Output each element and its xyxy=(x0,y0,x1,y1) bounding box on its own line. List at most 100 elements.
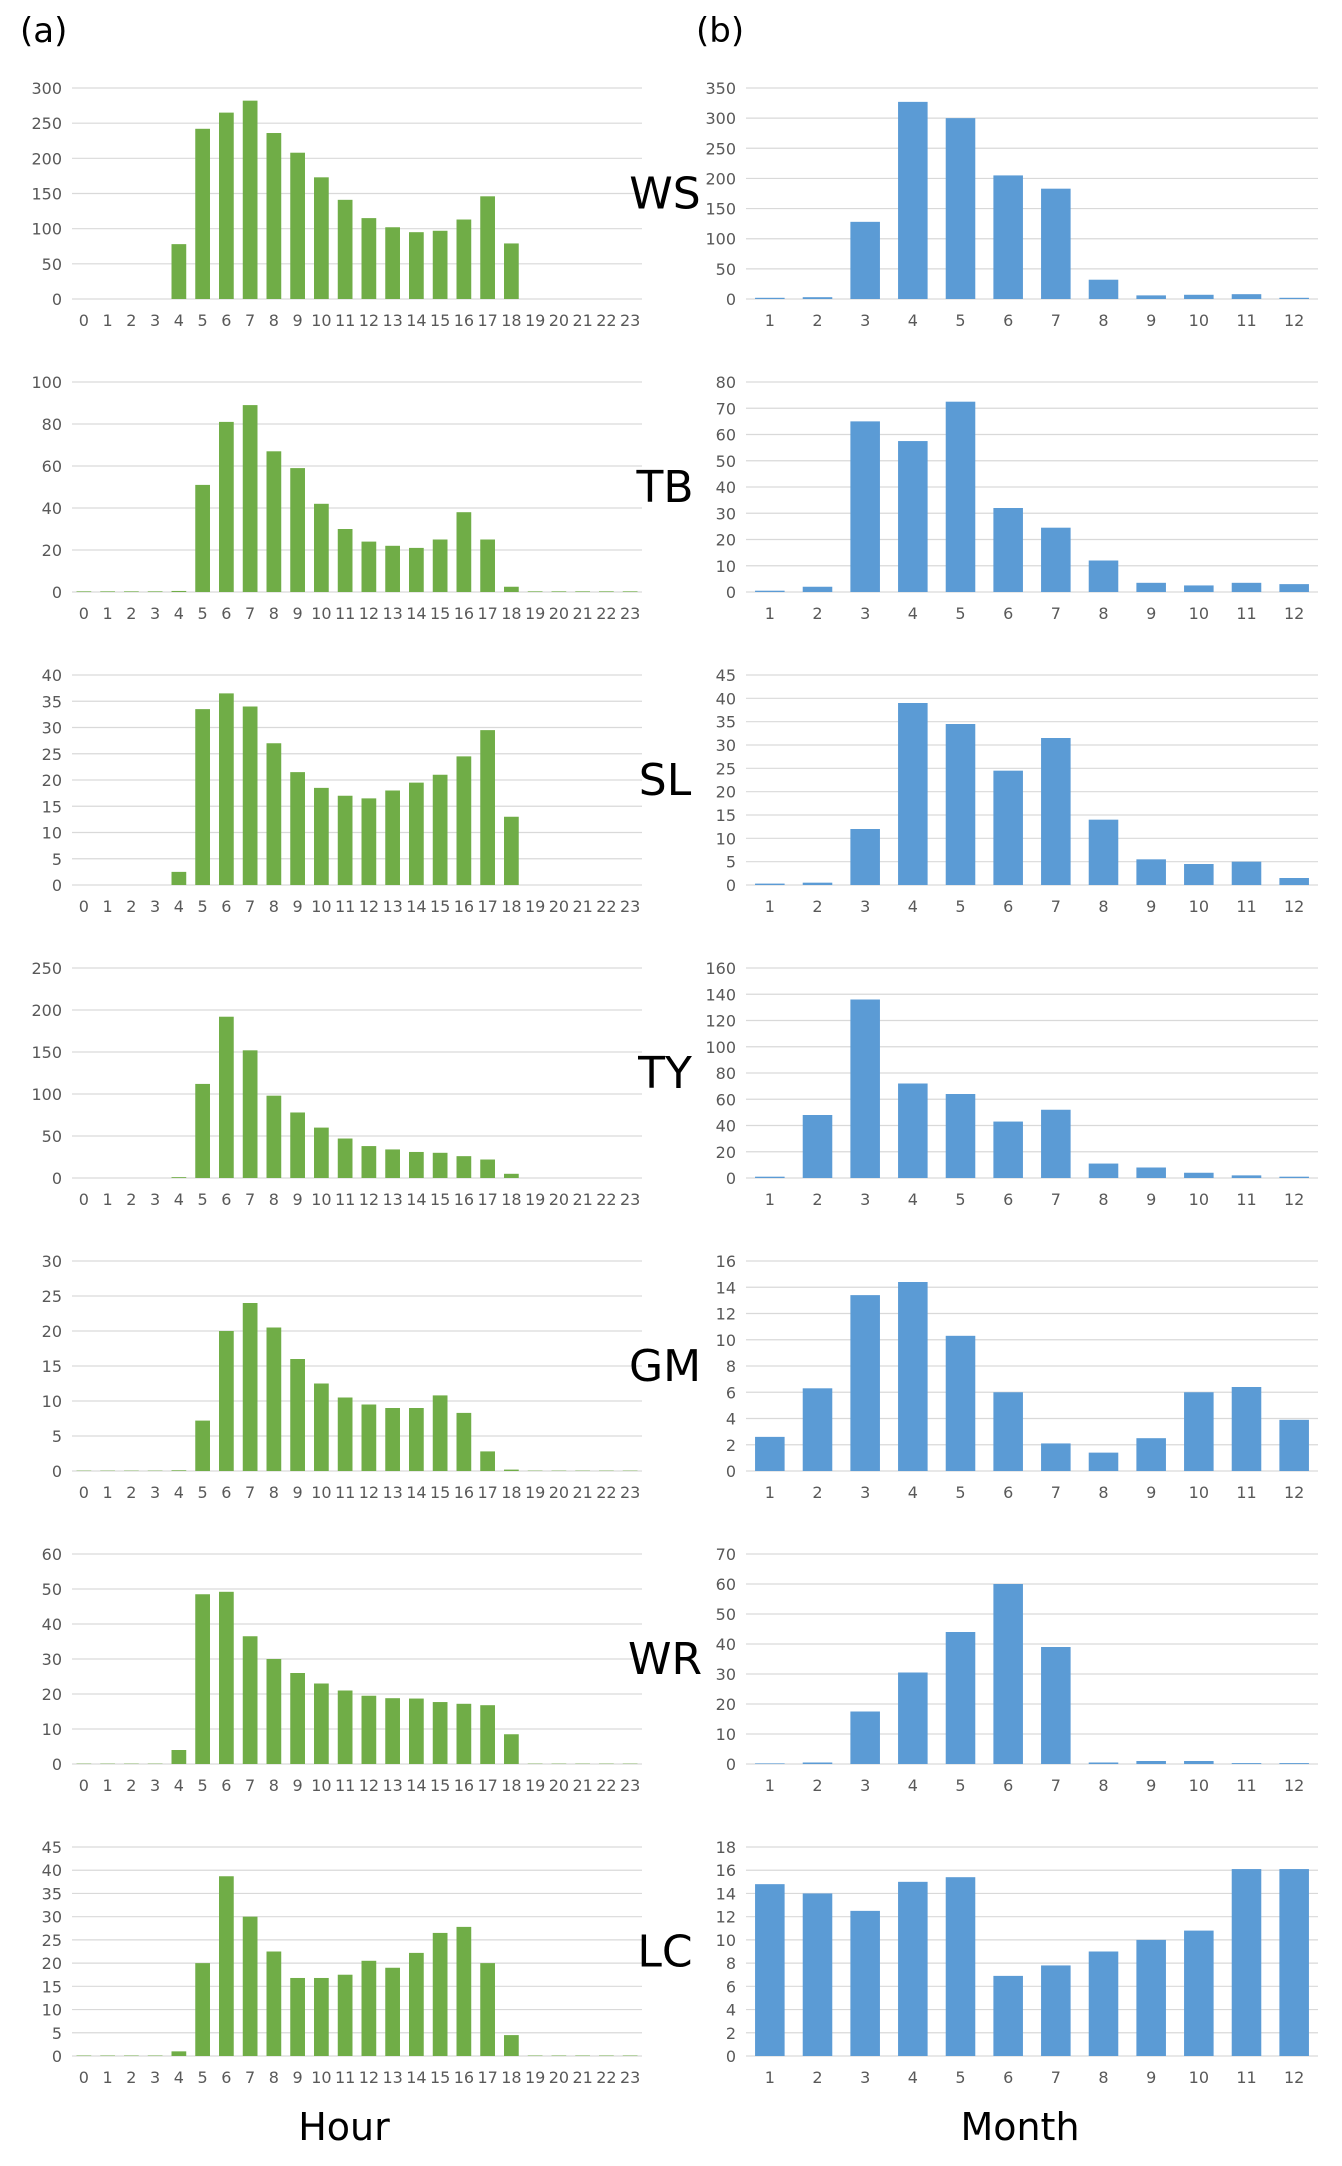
x-tick-label: 8 xyxy=(1098,604,1108,623)
y-tick-label: 0 xyxy=(726,2047,736,2066)
x-tick-label: 2 xyxy=(126,1483,136,1502)
y-tick-label: 100 xyxy=(705,230,736,249)
y-tick-label: 300 xyxy=(705,109,736,128)
bar xyxy=(504,2035,519,2056)
x-tick-label: 17 xyxy=(477,1776,497,1795)
y-tick-label: 0 xyxy=(52,2047,62,2066)
x-tick-label: 11 xyxy=(1236,1483,1256,1502)
bar xyxy=(457,1156,472,1178)
x-tick-label: 2 xyxy=(812,1190,822,1209)
bar xyxy=(457,1704,472,1764)
x-tick-label: 2 xyxy=(126,311,136,330)
x-tick-label: 19 xyxy=(525,897,545,916)
x-tick-label: 14 xyxy=(406,1483,426,1502)
x-tick-label: 20 xyxy=(549,1190,569,1209)
x-tick-label: 4 xyxy=(908,1483,918,1502)
x-tick-label: 8 xyxy=(269,604,279,623)
x-axis-title-month: Month xyxy=(960,2105,1079,2149)
bar xyxy=(993,1392,1023,1471)
bar xyxy=(314,1384,329,1472)
x-tick-label: 12 xyxy=(359,1776,379,1795)
y-tick-label: 30 xyxy=(42,1650,62,1669)
bar xyxy=(1184,295,1214,299)
x-tick-label: 13 xyxy=(382,1190,402,1209)
x-tick-label: 21 xyxy=(572,1483,592,1502)
x-tick-label: 9 xyxy=(1146,604,1156,623)
x-tick-label: 1 xyxy=(765,311,775,330)
bar xyxy=(803,1893,833,2056)
bar xyxy=(457,1927,472,2056)
bar xyxy=(219,1592,234,1764)
bar xyxy=(267,1952,282,2057)
bar xyxy=(755,298,785,299)
y-tick-label: 2 xyxy=(726,2024,736,2043)
x-tick-label: 11 xyxy=(1236,2068,1256,2087)
y-tick-label: 25 xyxy=(42,745,62,764)
bar xyxy=(1089,1164,1119,1178)
bar xyxy=(803,297,833,299)
x-tick-label: 9 xyxy=(1146,2068,1156,2087)
x-tick-label: 7 xyxy=(1051,604,1061,623)
x-tick-label: 6 xyxy=(221,897,231,916)
bar xyxy=(1184,1392,1214,1471)
x-tick-label: 18 xyxy=(501,604,521,623)
x-tick-label: 11 xyxy=(1236,311,1256,330)
y-tick-label: 6 xyxy=(726,1977,736,1996)
bar xyxy=(433,1933,448,2056)
x-tick-label: 4 xyxy=(174,311,184,330)
bar xyxy=(338,1691,353,1765)
y-tick-label: 5 xyxy=(52,1427,62,1446)
x-tick-label: 7 xyxy=(1051,1776,1061,1795)
bar xyxy=(1136,1761,1166,1764)
y-tick-label: 8 xyxy=(726,1954,736,1973)
x-tick-label: 6 xyxy=(1003,897,1013,916)
y-tick-label: 10 xyxy=(716,1931,736,1950)
x-tick-label: 22 xyxy=(596,1190,616,1209)
x-tick-label: 6 xyxy=(1003,2068,1013,2087)
bar xyxy=(1089,820,1119,885)
y-tick-label: 20 xyxy=(716,1143,736,1162)
y-tick-label: 50 xyxy=(42,1127,62,1146)
bar xyxy=(1232,1869,1262,2056)
x-tick-label: 3 xyxy=(150,1483,160,1502)
x-tick-label: 16 xyxy=(454,604,474,623)
x-tick-label: 10 xyxy=(1189,604,1209,623)
x-tick-label: 16 xyxy=(454,1190,474,1209)
bar xyxy=(409,1699,424,1764)
x-tick-label: 10 xyxy=(311,2068,331,2087)
x-tick-label: 23 xyxy=(620,311,640,330)
station-label: SL xyxy=(639,755,692,806)
x-tick-label: 10 xyxy=(311,311,331,330)
y-tick-label: 0 xyxy=(726,876,736,895)
x-tick-label: 7 xyxy=(1051,1483,1061,1502)
bar xyxy=(385,1149,400,1178)
bar xyxy=(457,756,472,885)
bar xyxy=(409,548,424,592)
x-tick-label: 3 xyxy=(150,1776,160,1795)
y-tick-label: 50 xyxy=(42,255,62,274)
x-tick-label: 7 xyxy=(1051,2068,1061,2087)
y-tick-label: 80 xyxy=(716,373,736,392)
x-tick-label: 7 xyxy=(245,604,255,623)
y-tick-label: 150 xyxy=(31,185,62,204)
y-tick-label: 10 xyxy=(42,1392,62,1411)
y-tick-label: 10 xyxy=(716,1331,736,1350)
bar xyxy=(457,220,472,299)
x-tick-label: 13 xyxy=(382,311,402,330)
x-tick-label: 13 xyxy=(382,2068,402,2087)
bar xyxy=(219,693,234,885)
x-tick-label: 17 xyxy=(477,2068,497,2087)
x-tick-label: 10 xyxy=(311,897,331,916)
x-tick-label: 1 xyxy=(103,1190,113,1209)
x-tick-label: 5 xyxy=(198,1190,208,1209)
x-tick-label: 21 xyxy=(572,311,592,330)
y-tick-label: 35 xyxy=(42,692,62,711)
x-tick-label: 19 xyxy=(525,1776,545,1795)
bar xyxy=(1089,280,1119,299)
y-tick-label: 0 xyxy=(52,1462,62,1481)
x-tick-label: 21 xyxy=(572,1776,592,1795)
y-tick-label: 250 xyxy=(31,959,62,978)
x-tick-label: 4 xyxy=(908,604,918,623)
y-tick-label: 25 xyxy=(716,759,736,778)
